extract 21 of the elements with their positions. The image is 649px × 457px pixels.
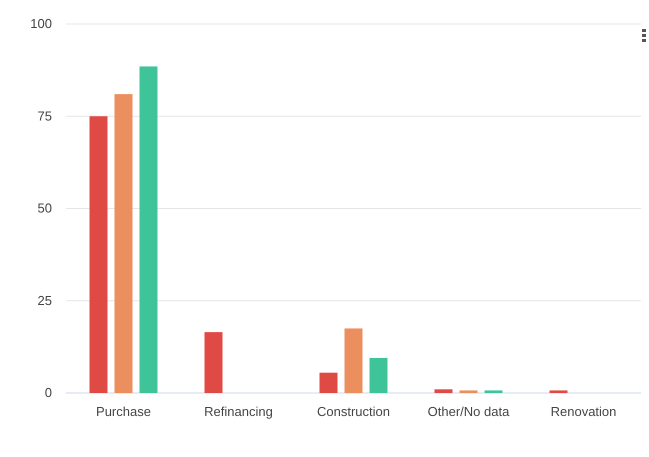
bar <box>204 332 222 393</box>
y-tick-label: 0 <box>44 385 52 400</box>
bar <box>320 372 338 393</box>
bar <box>90 116 108 393</box>
bar <box>344 328 362 393</box>
x-tick-label: Refinancing <box>204 404 273 419</box>
bar <box>484 390 502 393</box>
x-tick-label: Renovation <box>550 404 616 419</box>
y-tick-label: 75 <box>38 108 52 124</box>
bar <box>370 358 388 393</box>
x-tick-label: Other/No data <box>428 404 510 419</box>
bar <box>434 389 452 393</box>
bar <box>550 390 568 393</box>
x-tick-label: Construction <box>317 404 390 419</box>
y-tick-label: 25 <box>38 292 52 308</box>
x-tick-label: Purchase <box>96 404 151 419</box>
bar <box>460 390 478 393</box>
bar <box>140 66 158 393</box>
y-tick-label: 100 <box>30 16 52 31</box>
y-tick-label: 50 <box>38 200 52 216</box>
bar <box>114 94 132 393</box>
